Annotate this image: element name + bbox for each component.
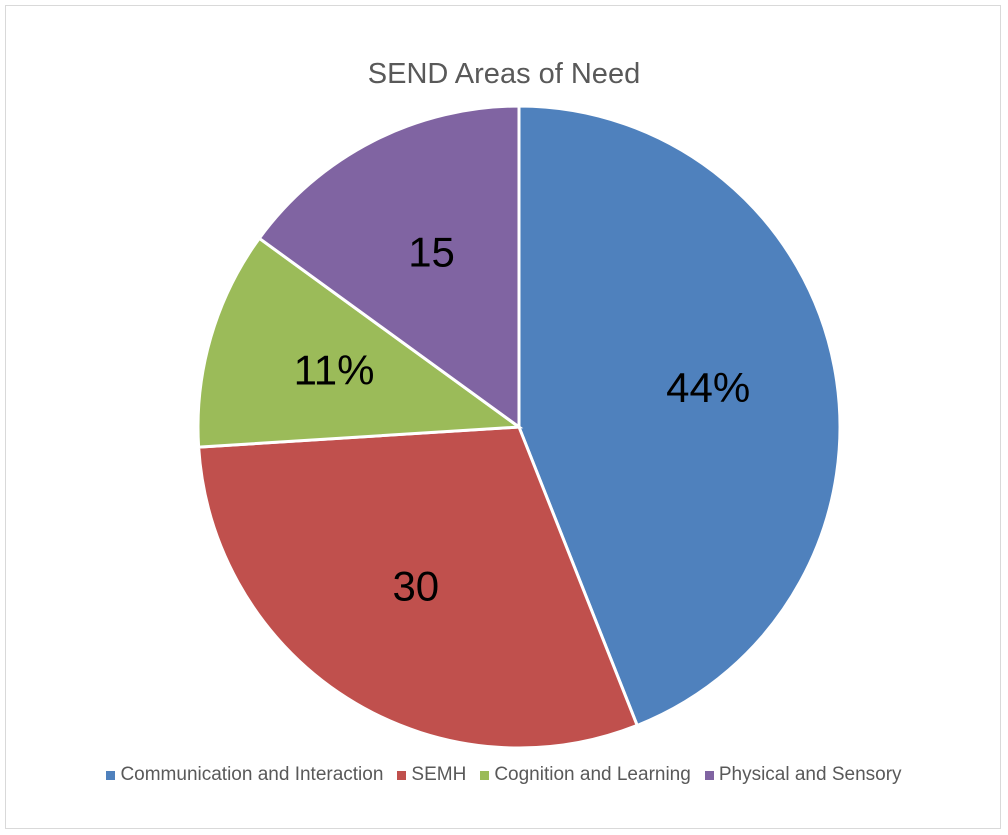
pie-slice-cognition <box>196 236 524 449</box>
data-label-physical: 15 <box>408 228 455 275</box>
legend-item-semh: SEMH <box>397 764 466 786</box>
legend-label: SEMH <box>411 764 467 785</box>
legend-label: Communication and Interaction <box>120 764 384 785</box>
data-label-cognition: 11% <box>294 346 375 393</box>
pie-slice-semh <box>197 425 640 750</box>
legend-swatch-icon <box>480 770 490 780</box>
data-label-communication: 44% <box>666 364 750 411</box>
legend-item-physical: Physical and Sensory <box>704 764 902 786</box>
legend-item-communication: Communication and Interaction <box>106 764 383 786</box>
legend-item-cognition: Cognition and Learning <box>480 764 691 786</box>
legend-swatch-icon <box>106 770 116 780</box>
pie-slice-communication <box>517 104 842 728</box>
legend-label: Physical and Sensory <box>718 764 902 785</box>
data-label-semh: 30 <box>392 563 439 610</box>
chart-title: SEND Areas of Need <box>367 58 641 90</box>
legend-swatch-icon <box>397 770 407 780</box>
pie-slice-physical <box>257 104 521 430</box>
pie-chart: 44% 30 11% 15 <box>196 104 842 750</box>
legend-label: Cognition and Learning <box>494 764 691 785</box>
legend: Communication and Interaction SEMH Cogni… <box>0 764 1008 786</box>
legend-swatch-icon <box>704 770 714 780</box>
